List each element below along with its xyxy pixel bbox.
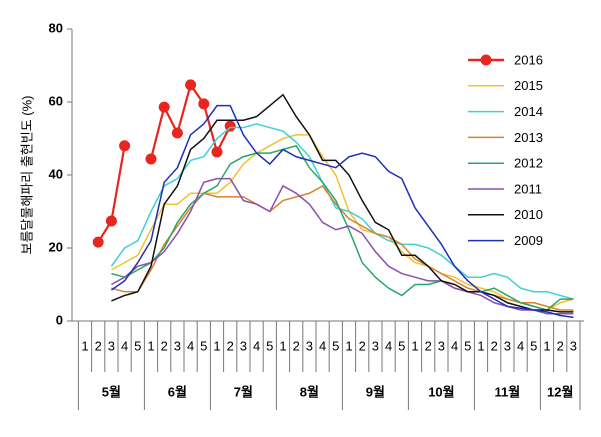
y-tick-label: 40 — [49, 166, 63, 181]
legend-marker — [480, 54, 492, 66]
x-tick-label: 5 — [134, 338, 141, 353]
x-tick-label: 3 — [372, 338, 379, 353]
y-tick-label: 0 — [56, 312, 63, 327]
x-tick-label: 2 — [359, 338, 366, 353]
series-marker — [224, 120, 236, 132]
x-tick-label: 4 — [451, 338, 458, 353]
x-tick-label: 1 — [81, 338, 88, 353]
y-tick-label: 60 — [49, 93, 63, 108]
series-line — [97, 145, 126, 243]
x-tick-label: 2 — [491, 338, 498, 353]
x-tick-label: 2 — [161, 338, 168, 353]
legend-label: 2016 — [514, 52, 543, 67]
series-line — [111, 134, 574, 311]
month-label: 12월 — [547, 384, 573, 399]
series-marker — [171, 127, 183, 139]
series-line — [111, 144, 574, 311]
legend-label: 2013 — [514, 130, 543, 145]
y-tick-label: 80 — [49, 20, 63, 35]
x-tick-label: 4 — [517, 338, 524, 353]
month-label: 7월 — [234, 384, 253, 399]
x-tick-label: 2 — [425, 338, 432, 353]
x-tick-label: 3 — [570, 338, 577, 353]
x-tick-label: 1 — [147, 338, 154, 353]
series-marker — [211, 146, 223, 158]
month-label: 8월 — [300, 384, 319, 399]
x-tick-label: 3 — [108, 338, 115, 353]
legend-label: 2010 — [514, 207, 543, 222]
x-tick-label: 2 — [557, 338, 564, 353]
x-tick-label: 1 — [411, 338, 418, 353]
series-line — [111, 177, 574, 315]
series-line — [111, 184, 574, 311]
x-tick-label: 5 — [398, 338, 405, 353]
month-label: 9월 — [366, 384, 385, 399]
month-label: 11월 — [495, 384, 521, 399]
series-marker — [92, 236, 104, 248]
x-tick-label: 4 — [253, 338, 260, 353]
x-tick-label: 5 — [464, 338, 471, 353]
series-line — [111, 93, 574, 313]
x-tick-label: 4 — [319, 338, 326, 353]
x-tick-label: 4 — [121, 338, 128, 353]
month-label: 10월 — [428, 384, 454, 399]
month-label: 5월 — [102, 384, 121, 399]
series-marker — [198, 98, 210, 110]
x-tick-label: 5 — [266, 338, 273, 353]
x-tick-label: 1 — [345, 338, 352, 353]
series-marker — [158, 101, 170, 113]
y-axis-label: 보름달물해파리 출현빈도 (%) — [19, 95, 34, 254]
legend-label: 2012 — [514, 156, 543, 171]
x-tick-label: 1 — [279, 338, 286, 353]
x-tick-label: 2 — [227, 338, 234, 353]
x-tick-label: 3 — [174, 338, 181, 353]
legend-label: 2009 — [514, 233, 543, 248]
y-tick-label: 20 — [49, 239, 63, 254]
x-tick-label: 3 — [306, 338, 313, 353]
x-tick-label: 2 — [293, 338, 300, 353]
x-tick-label: 2 — [95, 338, 102, 353]
x-tick-label: 1 — [213, 338, 220, 353]
x-tick-label: 5 — [200, 338, 207, 353]
x-tick-label: 5 — [332, 338, 339, 353]
x-tick-label: 5 — [530, 338, 537, 353]
x-tick-label: 3 — [438, 338, 445, 353]
series-line — [110, 123, 574, 300]
x-tick-label: 4 — [187, 338, 194, 353]
x-tick-label: 1 — [477, 338, 484, 353]
series-marker — [105, 215, 117, 227]
x-tick-label: 3 — [240, 338, 247, 353]
month-label: 6월 — [168, 384, 187, 399]
legend-label: 2015 — [514, 78, 543, 93]
legend-label: 2014 — [514, 104, 543, 119]
series-marker — [119, 140, 131, 152]
series-marker — [145, 153, 157, 165]
legend-label: 2011 — [514, 181, 542, 196]
series-marker — [185, 79, 197, 91]
x-tick-label: 4 — [385, 338, 392, 353]
series-line — [110, 104, 574, 319]
x-tick-label: 3 — [504, 338, 511, 353]
x-tick-label: 1 — [543, 338, 550, 353]
